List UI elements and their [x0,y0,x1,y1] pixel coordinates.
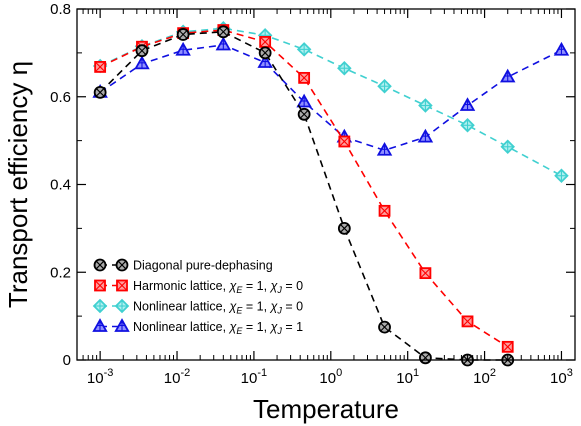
legend-marker [114,318,130,332]
data-point [296,42,312,57]
data-point [378,320,391,334]
data-point [417,128,434,143]
x-tick-label: 101 [396,367,419,387]
y-tick-label: 0.2 [50,264,71,281]
data-point [500,139,515,155]
data-point [259,36,272,48]
data-point [553,41,570,56]
series-triangle [92,36,570,156]
legend-entry: Nonlinear lattice, χE = 1, χJ = 1 [92,318,303,336]
data-point [215,36,232,51]
legend-label: Harmonic lattice, χE = 1, χJ = 0 [133,279,303,295]
data-point [419,351,432,365]
x-tick-label: 100 [319,367,342,387]
legend-entry: Nonlinear lattice, χE = 1, χJ = 0 [92,298,303,316]
x-tick-label: 102 [473,367,496,387]
legend: Diagonal pure-dephasing Harmonic lattice,… [92,258,303,336]
data-point [296,93,312,108]
legend-marker [93,258,107,272]
y-axis-title: Transport efficiency η [3,61,33,308]
ticks-layer [77,8,575,361]
data-point [94,61,107,73]
legend-label: Nonlinear lattice, χE = 1, χJ = 0 [133,300,303,316]
legend-entry: Diagonal pure-dephasing [93,258,273,273]
series-circle [93,25,515,367]
data-point [378,204,391,217]
x-tick-label: 103 [550,367,573,387]
data-point [297,107,311,121]
x-tick-label: 10-1 [241,367,267,387]
series-line [99,31,508,361]
data-point [93,85,107,99]
x-tick-label: 10-3 [87,367,113,387]
legend-marker [115,258,129,272]
x-axis-title: Temperature [253,394,399,424]
data-point [419,267,432,280]
series-diamond [92,21,569,183]
data-point [135,44,149,58]
data-point [376,141,393,156]
legend-marker [92,318,108,332]
data-point [501,340,514,353]
x-tick-label: 10-2 [164,367,190,387]
data-point [134,55,150,70]
data-point [298,71,311,84]
data-point [258,46,272,60]
data-point [499,68,516,83]
data-point [418,98,433,113]
series-line [99,29,509,348]
data-point [337,60,352,76]
series-square [94,24,514,353]
data-point [461,315,474,328]
y-tick-label: 0.6 [50,89,71,106]
data-point [337,221,351,235]
legend-marker [116,279,128,292]
tick-labels: 0 0.2 0.4 0.6 0.8 10-3 10-2 10-1 100 101 102 103 [50,1,573,387]
data-point [377,78,392,94]
legend-marker [114,298,130,314]
data-point [216,25,230,39]
series-line [99,27,562,177]
y-tick-label: 0.4 [50,177,71,194]
y-tick-label: 0.8 [50,1,71,18]
data-point [554,168,569,183]
data-point [176,28,190,41]
data-point [459,97,476,111]
y-tick-label: 0 [63,352,71,369]
legend-entry: Harmonic lattice, χE = 1, χJ = 0 [94,279,303,295]
legend-label: Nonlinear lattice, χE = 1, χJ = 1 [133,320,303,336]
data-point [175,41,191,56]
legend-marker [92,298,108,314]
series-layer [92,21,570,367]
legend-label: Diagonal pure-dephasing [133,259,273,273]
data-point [338,135,351,148]
data-point [460,117,475,133]
legend-marker [94,279,106,292]
series-line [99,44,562,152]
